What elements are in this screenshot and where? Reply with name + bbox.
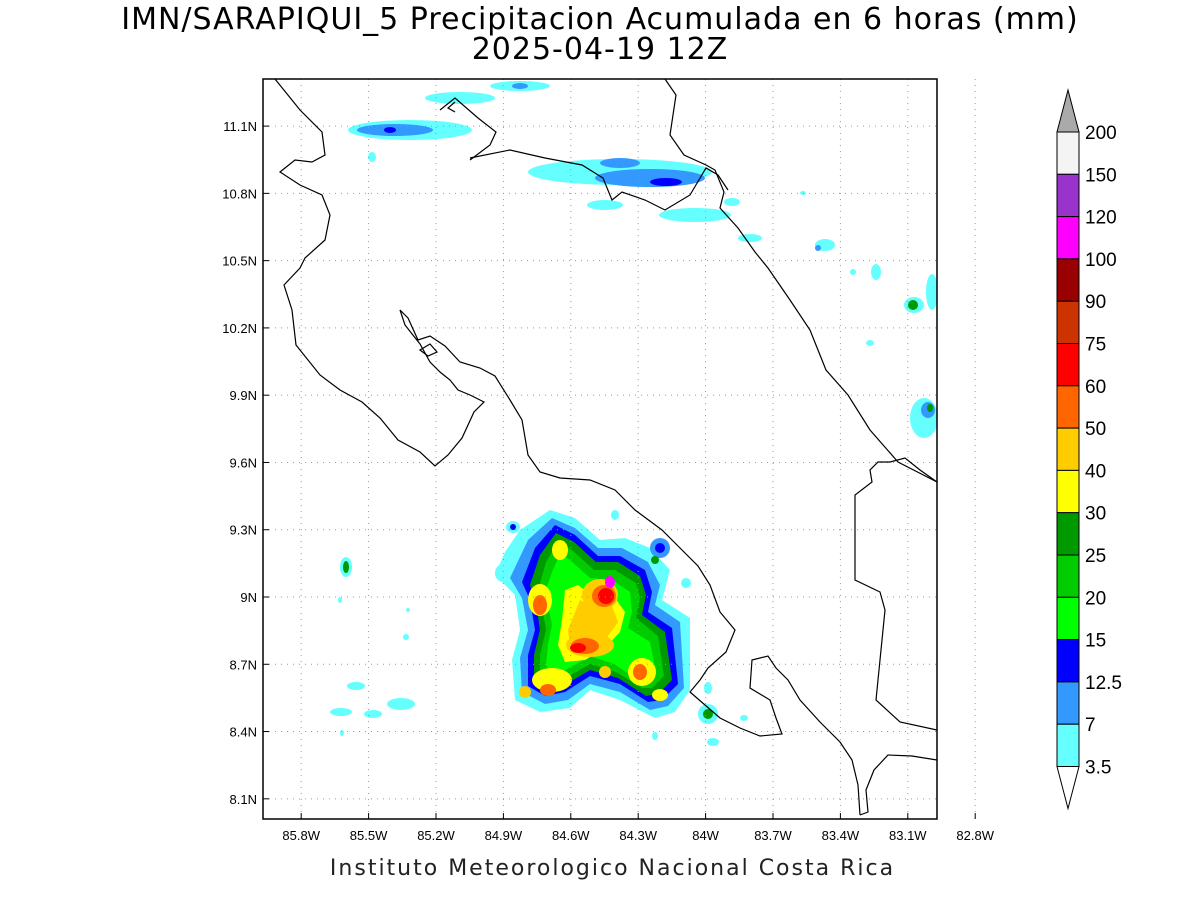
y-tick-label: 9N xyxy=(240,590,257,605)
legend-label: 7 xyxy=(1085,715,1096,736)
legend-label: 25 xyxy=(1085,546,1106,567)
legend-swatch xyxy=(1056,173,1080,218)
x-tick-label: 83.4W xyxy=(822,828,860,843)
legend-label: 60 xyxy=(1085,377,1106,398)
legend-swatch xyxy=(1056,131,1080,175)
map-subtitle: 2025-04-19 12Z xyxy=(471,32,729,67)
legend-swatch xyxy=(1056,385,1080,429)
legend-swatch xyxy=(1056,596,1080,641)
legend-underflow-triangle xyxy=(1056,766,1080,811)
legend-swatch xyxy=(1056,639,1080,683)
y-tick-label: 10.5N xyxy=(222,254,257,269)
x-tick-label: 84W xyxy=(692,828,719,843)
legend-swatch xyxy=(1056,216,1080,260)
legend-swatch xyxy=(1056,681,1080,725)
x-tick-label: 85.5W xyxy=(350,828,388,843)
x-tick-label: 85.8W xyxy=(282,828,320,843)
legend-label: 90 xyxy=(1085,292,1106,313)
plot-frame xyxy=(262,78,938,820)
legend-swatch xyxy=(1056,300,1080,345)
legend-label: 100 xyxy=(1085,250,1117,271)
x-tick-label: 85.2W xyxy=(417,828,455,843)
legend-label: 12.5 xyxy=(1085,673,1122,694)
west-precip-cells xyxy=(330,557,415,736)
map-grid xyxy=(263,79,976,819)
x-tick-label: 83.1W xyxy=(889,828,927,843)
x-axis-ticks: 85.8W 85.5W 85.2W 84.9W 84.6W 84.3W 84W 83.7W 83… xyxy=(282,813,995,843)
legend-label: 200 xyxy=(1085,123,1117,144)
legend-label: 75 xyxy=(1085,335,1106,356)
legend-label: 50 xyxy=(1085,419,1106,440)
y-tick-label: 10.2N xyxy=(222,321,257,336)
x-tick-label: 83.7W xyxy=(754,828,792,843)
map-title: IMN/SARAPIQUI_5 Precipitacion Acumulada … xyxy=(121,2,1079,37)
y-tick-label: 9.9N xyxy=(230,388,257,403)
precipitation-field xyxy=(330,81,937,746)
y-tick-label: 8.4N xyxy=(230,725,257,740)
x-tick-label: 82.8W xyxy=(956,828,994,843)
y-tick-label: 8.1N xyxy=(230,792,257,807)
y-axis-ticks: 11.1N 10.8N 10.5N 10.2N 9.9N 9.6N 9.3N 9N 8.7N 8.… xyxy=(222,119,269,807)
legend-label: 40 xyxy=(1085,461,1106,482)
legend-label: 150 xyxy=(1085,165,1117,186)
legend-swatch xyxy=(1056,723,1080,768)
x-tick-label: 84.9W xyxy=(485,828,523,843)
north-precip-band xyxy=(348,81,937,438)
x-tick-label: 84.3W xyxy=(619,828,657,843)
legend-label: 3.5 xyxy=(1085,758,1111,779)
legend-swatch xyxy=(1056,469,1080,514)
footer-credit: Instituto Meteorologico Nacional Costa R… xyxy=(329,856,896,881)
legend-label: 120 xyxy=(1085,208,1117,229)
y-tick-label: 11.1N xyxy=(223,119,257,134)
legend-label: 15 xyxy=(1085,631,1106,652)
legend-swatch xyxy=(1056,343,1080,387)
color-legend: 200 150 120 100 90 75 60 50 40 30 25 20 15 12.5 7 3.5 xyxy=(1056,88,1122,811)
legend-swatch xyxy=(1056,512,1080,556)
y-tick-label: 10.8N xyxy=(222,186,257,201)
x-tick-label: 84.6W xyxy=(552,828,590,843)
legend-overflow-triangle xyxy=(1056,88,1080,133)
legend-swatch xyxy=(1056,554,1080,598)
y-tick-label: 9.3N xyxy=(230,523,257,538)
legend-swatch xyxy=(1056,258,1080,302)
coastlines xyxy=(274,79,937,816)
legend-swatch xyxy=(1056,427,1080,471)
y-tick-label: 9.6N xyxy=(230,455,257,470)
main-precip-core xyxy=(495,510,748,746)
legend-label: 20 xyxy=(1085,588,1106,609)
y-tick-label: 8.7N xyxy=(230,657,257,672)
legend-label: 30 xyxy=(1085,504,1106,525)
